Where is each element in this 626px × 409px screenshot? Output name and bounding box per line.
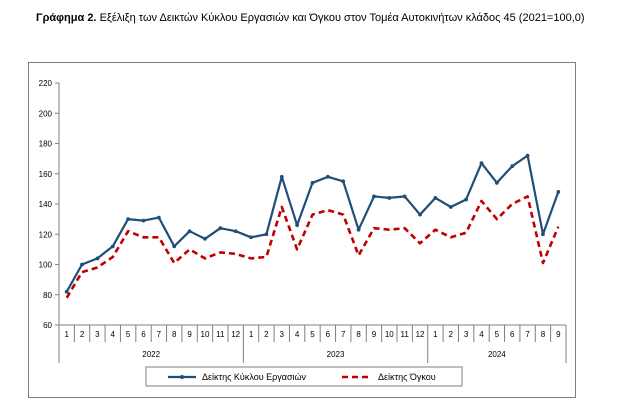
y-tick-label: 200 xyxy=(39,109,53,118)
x-tick-label: 5 xyxy=(126,330,131,339)
series-1-point xyxy=(172,244,177,249)
x-tick-label: 3 xyxy=(464,330,469,339)
x-tick-label: 9 xyxy=(187,330,192,339)
series-1-point xyxy=(448,205,453,209)
y-tick-label: 220 xyxy=(39,79,53,88)
series-1-point xyxy=(510,164,515,169)
x-tick-label: 3 xyxy=(280,330,285,339)
y-tick-label: 140 xyxy=(39,200,53,209)
series-1-point xyxy=(110,244,115,249)
x-tick-label: 1 xyxy=(433,330,438,339)
y-tick-label: 80 xyxy=(43,291,52,300)
y-tick-label: 180 xyxy=(39,140,53,149)
x-tick-label: 10 xyxy=(201,330,210,339)
series-1-point xyxy=(64,289,69,294)
series-1-point xyxy=(233,229,238,234)
x-tick-label: 1 xyxy=(64,330,69,339)
series-1-point xyxy=(402,194,407,199)
series-1-point xyxy=(249,235,253,240)
x-tick-label: 6 xyxy=(326,330,331,339)
series-1-point xyxy=(156,215,161,220)
series-line-2 xyxy=(65,195,560,299)
x-tick-label: 8 xyxy=(172,330,177,339)
series-1-point xyxy=(203,236,207,241)
legend-label-2: Δείκτης Όγκου xyxy=(378,372,436,382)
x-tick-label: 11 xyxy=(401,330,410,339)
legend-box xyxy=(145,366,463,387)
x-tick-label: 2 xyxy=(80,330,85,339)
series-1-point xyxy=(387,196,392,200)
series-1-point xyxy=(556,190,561,194)
series-1-point xyxy=(525,153,530,158)
series-1-point xyxy=(80,262,84,267)
series-1-point xyxy=(295,223,300,228)
chart-title-text: Εξέλιξη των Δεικτών Κύκλου Εργασιών και … xyxy=(99,12,585,24)
legend-swatch-1-marker xyxy=(180,375,184,379)
series-line-1 xyxy=(65,154,560,293)
y-tick-label: 120 xyxy=(39,230,53,239)
series-1-point xyxy=(95,256,100,261)
chart-title: Γράφημα 2. Εξέλιξη των Δεικτών Κύκλου Ερ… xyxy=(36,12,585,24)
series-1-point xyxy=(141,218,146,223)
series-1-point xyxy=(218,226,223,231)
x-tick-label: 9 xyxy=(372,330,377,339)
series-1-point xyxy=(187,229,192,234)
x-tick-label: 6 xyxy=(141,330,146,339)
series-1-point xyxy=(341,179,346,184)
x-tick-label: 7 xyxy=(341,330,346,339)
series-1-point xyxy=(464,197,469,202)
series-1-point xyxy=(279,174,284,179)
chart-frame xyxy=(28,62,576,398)
x-tick-label: 4 xyxy=(295,330,300,339)
year-label: 2023 xyxy=(327,350,345,359)
x-tick-label: 5 xyxy=(495,330,500,339)
legend-label-1: Δείκτης Κύκλου Εργασιών xyxy=(202,372,307,382)
x-tick-label: 12 xyxy=(231,330,240,339)
x-tick-label: 9 xyxy=(556,330,561,339)
series-1-point xyxy=(418,212,422,217)
series-1-point xyxy=(356,227,361,232)
series-1-point xyxy=(479,161,484,166)
series-1-point xyxy=(372,194,376,199)
x-tick-label: 4 xyxy=(479,330,484,339)
x-tick-label: 8 xyxy=(356,330,361,339)
series-1-point xyxy=(433,196,438,200)
x-tick-label: 11 xyxy=(216,330,225,339)
x-tick-label: 4 xyxy=(111,330,116,339)
x-tick-label: 7 xyxy=(525,330,530,339)
x-tick-label: 5 xyxy=(310,330,315,339)
chart-title-prefix: Γράφημα 2. xyxy=(36,12,97,24)
y-tick-label: 160 xyxy=(39,170,53,179)
series-1-point xyxy=(325,174,330,179)
x-tick-label: 8 xyxy=(541,330,546,339)
series-1-point xyxy=(541,232,545,237)
x-tick-label: 1 xyxy=(249,330,254,339)
series-1-point xyxy=(494,180,499,185)
series-1-point xyxy=(264,232,269,237)
series-1-point xyxy=(310,180,315,185)
y-tick-label: 100 xyxy=(39,261,53,270)
year-label: 2022 xyxy=(142,350,160,359)
series-1-point xyxy=(126,217,131,222)
x-tick-label: 3 xyxy=(95,330,100,339)
x-tick-label: 7 xyxy=(157,330,162,339)
x-tick-label: 2 xyxy=(449,330,454,339)
x-tick-label: 12 xyxy=(416,330,425,339)
y-tick-label: 60 xyxy=(43,321,52,330)
x-tick-label: 10 xyxy=(385,330,394,339)
x-tick-label: 2 xyxy=(264,330,269,339)
year-label: 2024 xyxy=(488,350,506,359)
x-tick-label: 6 xyxy=(510,330,515,339)
